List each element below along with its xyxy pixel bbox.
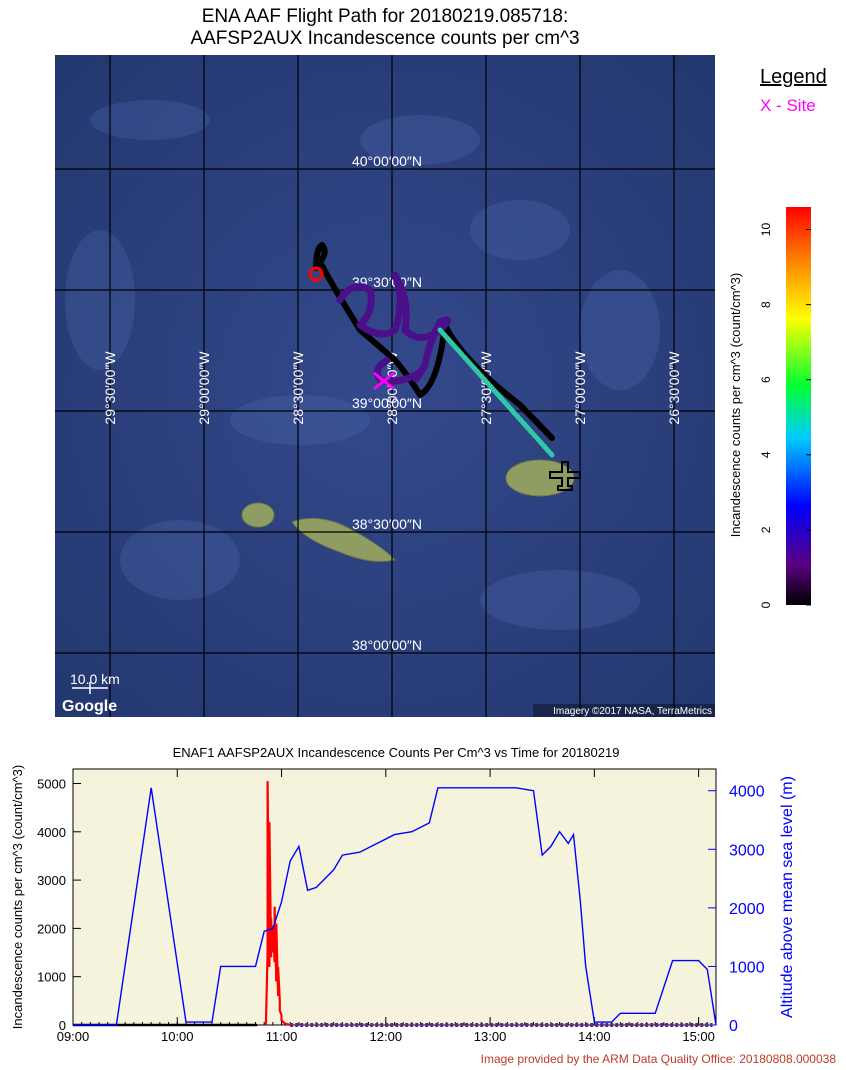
lat-label: 38°00′00″N xyxy=(352,637,422,653)
lon-label: 26°30′00″W xyxy=(666,351,682,425)
x-tick-label: 09:00 xyxy=(57,1029,90,1044)
plot-area xyxy=(72,768,717,1026)
series-incandescence-line xyxy=(264,781,291,1027)
lat-label: 40°00′00″N xyxy=(352,153,422,169)
google-logo: Google xyxy=(62,698,117,715)
lat-label: 39°00′00″N xyxy=(352,395,422,411)
colorbar-ticks: 0 2 4 6 8 10 xyxy=(759,223,811,608)
y2-tick-label: 2000 xyxy=(729,901,765,918)
airplane-icon xyxy=(549,461,581,491)
colorbar-label: Incandescence counts per cm^3 (count/cm^… xyxy=(728,273,743,537)
flight-track xyxy=(308,242,555,458)
y2-tick-label: 0 xyxy=(729,1018,738,1035)
scale-label: 10.0 km xyxy=(70,671,120,687)
site-marker xyxy=(373,371,395,391)
colorbar-tick-label: 8 xyxy=(759,301,773,308)
flight-map: 40°00′00″N39°30′00″N39°00′00″N38°30′00″N… xyxy=(55,55,811,717)
map-title-line2: AAFSP2AUX Incandescence counts per cm^3 xyxy=(190,28,580,49)
lon-label: 27°00′00″W xyxy=(572,351,588,425)
map-ocean xyxy=(55,55,715,717)
track-cyan-segment xyxy=(437,327,555,458)
y2-tick-label: 1000 xyxy=(729,959,765,976)
legend-site-entry: X - Site xyxy=(760,96,816,115)
series-altitude-line xyxy=(73,787,717,1026)
y2-tick-label: 3000 xyxy=(729,842,765,859)
image-credit: Image provided by the ARM Data Quality O… xyxy=(480,1052,836,1066)
lat-label: 38°30′00″N xyxy=(352,516,422,532)
track-purple-loops xyxy=(336,271,451,385)
map-title: ENA AAF Flight Path for 20180219.085718:… xyxy=(0,6,770,50)
y2-axis-label: Altitude above mean sea level (m) xyxy=(779,776,796,1018)
y-axis-label: Incandescence counts per cm^3 (count/cm^… xyxy=(10,765,25,1029)
scale-bar xyxy=(72,682,108,694)
colorbar-tick-label: 2 xyxy=(759,526,773,533)
colorbar-tick-label: 0 xyxy=(759,601,773,608)
lon-label: 28°30′00″W xyxy=(290,351,306,425)
track-black-segment xyxy=(313,242,555,441)
colorbar-tick-label: 10 xyxy=(759,223,773,237)
legend-heading: Legend xyxy=(760,66,827,88)
map-title-line1: ENA AAF Flight Path for 20180219.085718: xyxy=(201,6,569,27)
colorbar-tick-label: 6 xyxy=(759,376,773,383)
x-tick-label: 12:00 xyxy=(370,1029,403,1044)
colorbar xyxy=(786,207,811,605)
map-seafloor-texture xyxy=(65,100,660,630)
y-tick-label: 2000 xyxy=(37,921,66,936)
chart-title: ENAF1 AAFSP2AUX Incandescence Counts Per… xyxy=(173,745,620,760)
y-tick-label: 1000 xyxy=(37,970,66,985)
x-tick-label: 11:00 xyxy=(266,1029,298,1044)
map-grid-labels: 40°00′00″N39°30′00″N39°00′00″N38°30′00″N… xyxy=(102,153,682,653)
island-sao-jorge xyxy=(291,517,397,562)
x-tick-label: 13:00 xyxy=(474,1029,507,1044)
y-tick-label: 0 xyxy=(59,1018,66,1033)
y-tick-label: 3000 xyxy=(37,873,66,888)
x-tick-label: 15:00 xyxy=(682,1029,715,1044)
y-tick-label: 5000 xyxy=(37,776,66,791)
chart-series xyxy=(73,781,717,1027)
lon-label: 29°00′00″W xyxy=(196,351,212,425)
imagery-credit: Imagery ©2017 NASA, TerraMetrics xyxy=(553,706,712,717)
track-start-marker xyxy=(308,266,324,282)
chart-axes: 09:00 10:00 11:00 12:00 13:00 14:00 15:00 0 1000… xyxy=(37,769,765,1044)
colorbar-tick-label: 4 xyxy=(759,451,773,458)
map-grid xyxy=(55,55,715,717)
x-tick-label: 10:00 xyxy=(161,1029,194,1044)
lon-label: 29°30′00″W xyxy=(102,351,118,425)
x-tick-label: 14:00 xyxy=(578,1029,611,1044)
y2-tick-label: 4000 xyxy=(729,784,765,801)
map-islands xyxy=(241,459,575,562)
y-tick-label: 4000 xyxy=(37,825,66,840)
island-graciosa xyxy=(241,502,275,528)
